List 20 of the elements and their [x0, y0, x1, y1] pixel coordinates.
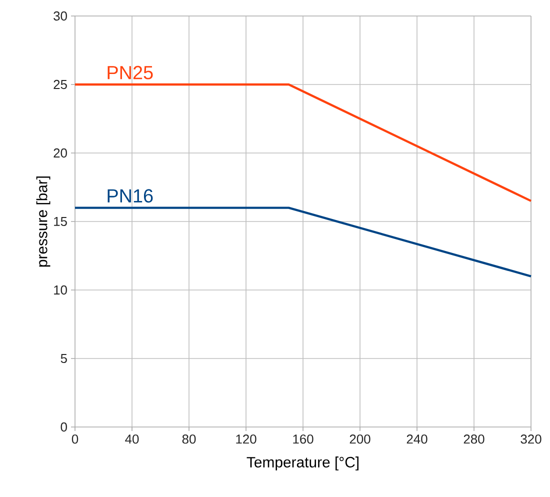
x-tick-label: 200 [350, 434, 370, 444]
y-tick-label: 25 [54, 80, 67, 90]
x-tick-label: 280 [464, 434, 484, 444]
y-tick-label: 0 [60, 422, 67, 432]
series-label: PN16 [108, 189, 153, 203]
y-tick-label: 10 [54, 285, 67, 295]
y-tick-label: 30 [54, 11, 67, 21]
x-tick-label: 160 [293, 434, 314, 444]
y-tick-label: 20 [54, 148, 67, 158]
x-tick-label: 40 [125, 434, 139, 444]
y-tick-label: 15 [54, 216, 67, 226]
x-tick-label: 240 [406, 434, 428, 444]
x-tick-label: 320 [520, 434, 542, 444]
y-tick-label: 5 [60, 354, 67, 363]
x-tick-label: 120 [236, 434, 256, 444]
x-tick-label: 80 [182, 434, 196, 444]
y-axis-title: pressure [bar] [36, 176, 50, 267]
x-tick-label: 0 [72, 434, 78, 444]
series-label: PN25 [108, 66, 153, 80]
x-axis-title: Temperature [°C] [246, 456, 358, 470]
